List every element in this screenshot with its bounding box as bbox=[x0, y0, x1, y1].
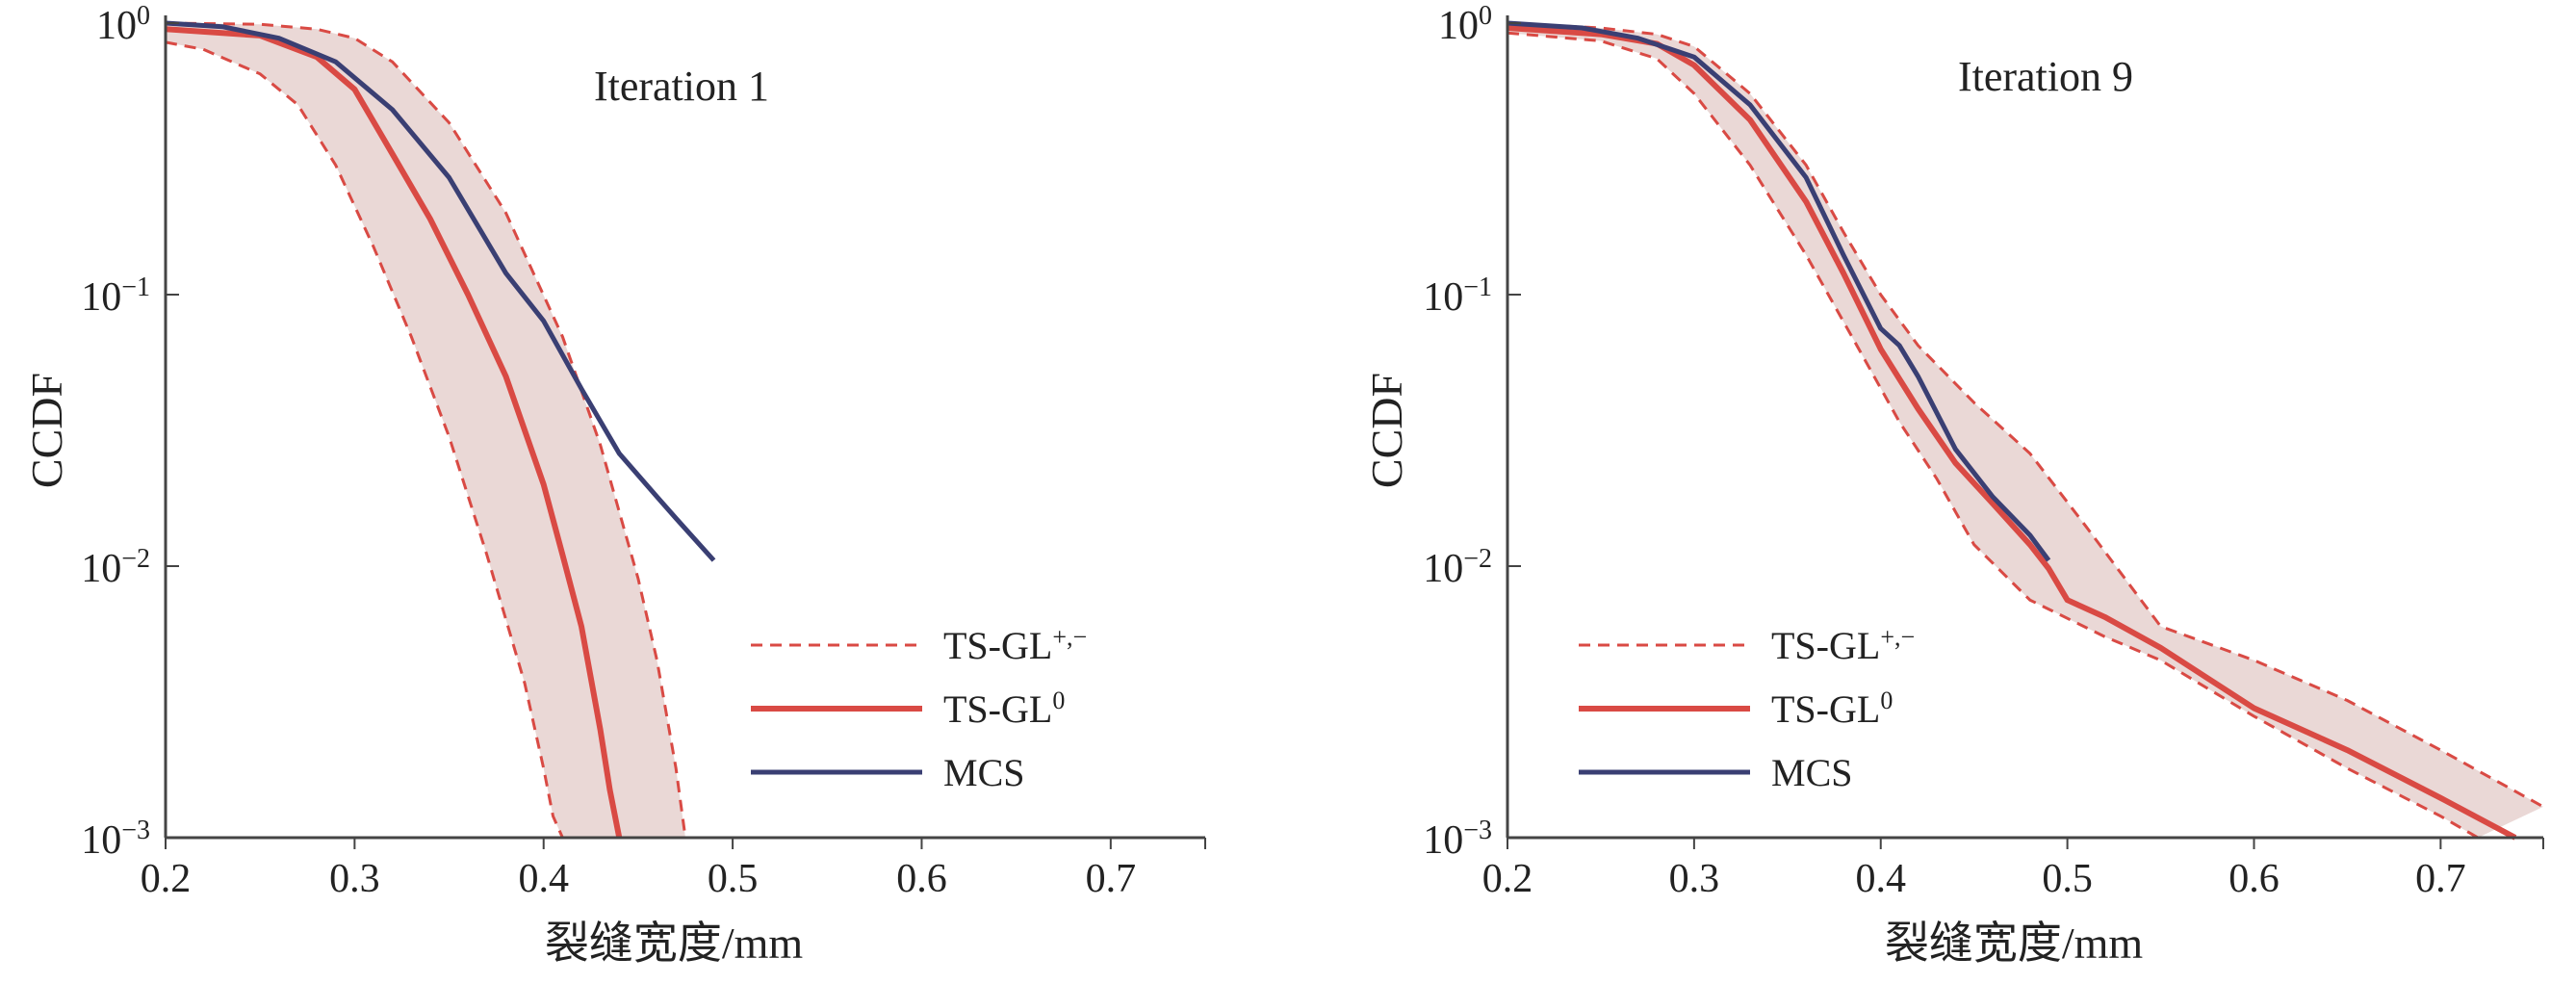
legend-label-sup: +,− bbox=[1880, 623, 1915, 651]
x-tick-label: 0.6 bbox=[2228, 857, 2280, 901]
x-tick-label: 0.5 bbox=[708, 857, 759, 901]
y-tick-exponent: 0 bbox=[1479, 1, 1492, 31]
legend-label-ts-gl-0: TS-GL0 bbox=[943, 686, 1065, 732]
y-tick-label: 10−1 bbox=[1423, 272, 1492, 321]
x-tick-label: 0.3 bbox=[1669, 857, 1720, 901]
legend-label-sup: +,− bbox=[1052, 623, 1087, 651]
x-tick-label: 0.2 bbox=[1482, 857, 1533, 901]
series-line-mcs bbox=[165, 20, 716, 562]
confidence-band bbox=[1507, 23, 2543, 838]
legend-label-sup: 0 bbox=[1880, 686, 1893, 714]
series-line-ts-gl-upper bbox=[165, 21, 687, 839]
legend-label-text: TS-GL bbox=[943, 687, 1052, 731]
legend-label-ts-gl-bounds: TS-GL+,− bbox=[1771, 623, 1915, 668]
y-tick-base: 10 bbox=[1438, 4, 1479, 48]
series-line-ts-gl-0 bbox=[1507, 25, 2517, 841]
y-tick-label: 10−1 bbox=[81, 272, 150, 321]
x-tick-label: 0.4 bbox=[1855, 857, 1906, 901]
y-tick-label: 10−2 bbox=[1423, 544, 1492, 592]
x-tick-label: 0.3 bbox=[329, 857, 380, 901]
x-tick-label: 0.4 bbox=[518, 857, 569, 901]
x-axis-title: 裂缝宽度/mm bbox=[545, 919, 804, 968]
y-tick-label: 10−3 bbox=[81, 816, 150, 864]
series-line-ts-gl-lower bbox=[1507, 31, 2479, 840]
y-tick-exponent: 0 bbox=[137, 1, 150, 31]
legend-label-text: TS-GL bbox=[1771, 687, 1880, 731]
y-tick-label: 100 bbox=[96, 1, 150, 49]
legend-label-ts-gl-0: TS-GL0 bbox=[1771, 686, 1893, 732]
x-tick-label: 0.5 bbox=[2042, 857, 2093, 901]
x-axis-title: 裂缝宽度/mm bbox=[1885, 919, 2144, 968]
confidence-band bbox=[166, 23, 685, 838]
legend-label-text: TS-GL bbox=[1771, 624, 1880, 667]
series-line-mcs bbox=[1507, 20, 2051, 562]
legend-label-mcs: MCS bbox=[943, 751, 1025, 794]
panel-title: Iteration 9 bbox=[1958, 53, 2133, 100]
y-tick-exponent: −1 bbox=[1463, 272, 1492, 302]
x-tick-label: 0.7 bbox=[1086, 857, 1137, 901]
y-tick-exponent: −2 bbox=[1463, 544, 1492, 574]
y-tick-base: 10 bbox=[1423, 547, 1463, 591]
panel-title: Iteration 1 bbox=[594, 63, 769, 110]
chart-panel-2: 0.2 0.3 0.4 0.5 0.6 0.710010−110−210−3Iterati… bbox=[1362, 1, 2544, 968]
y-tick-exponent: −1 bbox=[121, 272, 150, 302]
legend-label-mcs: MCS bbox=[1771, 751, 1853, 794]
y-tick-base: 10 bbox=[1423, 275, 1463, 320]
y-axis-title: CCDF bbox=[22, 373, 71, 488]
series-line-ts-gl-upper bbox=[1507, 21, 2544, 809]
x-tick-label: 0.7 bbox=[2415, 857, 2466, 901]
y-tick-base: 10 bbox=[1423, 818, 1463, 863]
y-tick-label: 100 bbox=[1438, 1, 1492, 49]
y-tick-exponent: −2 bbox=[121, 544, 150, 574]
series-line-ts-gl-lower bbox=[165, 40, 564, 839]
y-tick-base: 10 bbox=[96, 4, 137, 48]
chart-panel-1: 0.2 0.3 0.4 0.5 0.6 0.710010−110−210−3Iterati… bbox=[22, 1, 1206, 968]
y-tick-exponent: −3 bbox=[1463, 816, 1492, 845]
x-tick-label: 0.6 bbox=[896, 857, 947, 901]
y-tick-base: 10 bbox=[81, 818, 121, 863]
y-axis-title: CCDF bbox=[1362, 373, 1411, 488]
legend-label-text: TS-GL bbox=[943, 624, 1052, 667]
series-line-ts-gl-0 bbox=[165, 26, 623, 839]
y-tick-exponent: −3 bbox=[121, 816, 150, 845]
legend-label-ts-gl-bounds: TS-GL+,− bbox=[943, 623, 1087, 668]
legend-label-sup: 0 bbox=[1052, 686, 1065, 714]
y-tick-label: 10−2 bbox=[81, 544, 150, 592]
x-tick-label: 0.2 bbox=[141, 857, 192, 901]
y-tick-label: 10−3 bbox=[1423, 816, 1492, 864]
y-tick-base: 10 bbox=[81, 275, 121, 320]
y-tick-base: 10 bbox=[81, 547, 121, 591]
